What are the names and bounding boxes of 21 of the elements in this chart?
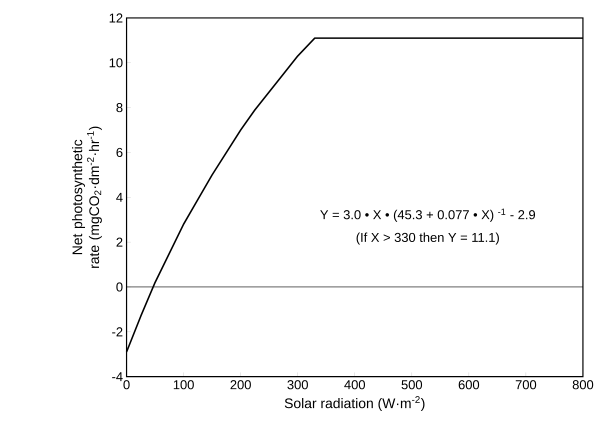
annotation: Y = 3.0 • X • (45.3 + 0.077 • X) $^{-1}$ - 2.9 <box>320 208 536 222</box>
x-tick-label: 400 <box>344 380 366 390</box>
x-tick-label: 300 <box>287 380 308 390</box>
x-tick-label: 200 <box>230 380 251 390</box>
x-tick-label: 800 <box>572 380 594 390</box>
y-tick-label: 0 <box>116 282 123 292</box>
y-tick-label: 4 <box>116 193 123 202</box>
y-tick-label: 6 <box>116 148 122 158</box>
x-axis-title: Solar radiation (W·m$^{-2}$) <box>284 396 424 412</box>
y-tick-label: -4 <box>112 372 123 382</box>
y-tick-label: -2 <box>112 328 122 337</box>
x-tick-label: 0 <box>123 380 130 390</box>
x-tick-label: 600 <box>458 380 480 390</box>
annotation: (If X > 330 then Y = 11.1) <box>356 232 499 245</box>
y-tick-label: 8 <box>116 103 122 112</box>
y-tick-label: 12 <box>110 14 122 23</box>
x-tick-label: 500 <box>402 380 422 390</box>
x-tick-label: 700 <box>516 380 536 390</box>
x-tick-label: 100 <box>174 380 194 390</box>
y-tick-label: 2 <box>116 238 122 247</box>
y-tick-label: 10 <box>110 58 123 68</box>
